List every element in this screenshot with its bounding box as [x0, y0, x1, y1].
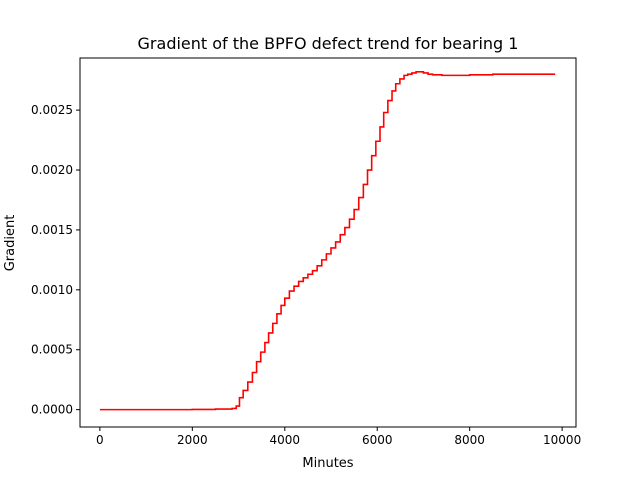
- y-tick-label: 0.0020: [31, 163, 73, 177]
- y-tick-label: 0.0000: [31, 403, 73, 417]
- y-tick-label: 0.0005: [31, 343, 73, 357]
- y-axis: 0.0000 0.0005 0.0010 0.0015 0.0020 0.0025: [31, 103, 80, 417]
- x-tick-label: 0: [96, 433, 104, 447]
- y-tick-label: 0.0025: [31, 103, 73, 117]
- plot-frame: [79, 57, 577, 428]
- x-tick-label: 2000: [177, 433, 208, 447]
- plot-area: [99, 70, 556, 411]
- chart-title: Gradient of the BPFO defect trend for be…: [138, 34, 519, 53]
- x-tick-label: 10000: [543, 433, 581, 447]
- x-axis-label: Minutes: [302, 456, 353, 471]
- x-tick-label: 4000: [270, 433, 301, 447]
- y-tick-label: 0.0015: [31, 223, 73, 237]
- y-tick-label: 0.0010: [31, 283, 73, 297]
- x-tick-label: 6000: [362, 433, 393, 447]
- x-tick-label: 8000: [454, 433, 485, 447]
- x-axis: 0 2000 4000 6000 8000 10000: [96, 427, 581, 447]
- series-line-0: [99, 70, 556, 411]
- y-axis-label: Gradient: [3, 215, 18, 272]
